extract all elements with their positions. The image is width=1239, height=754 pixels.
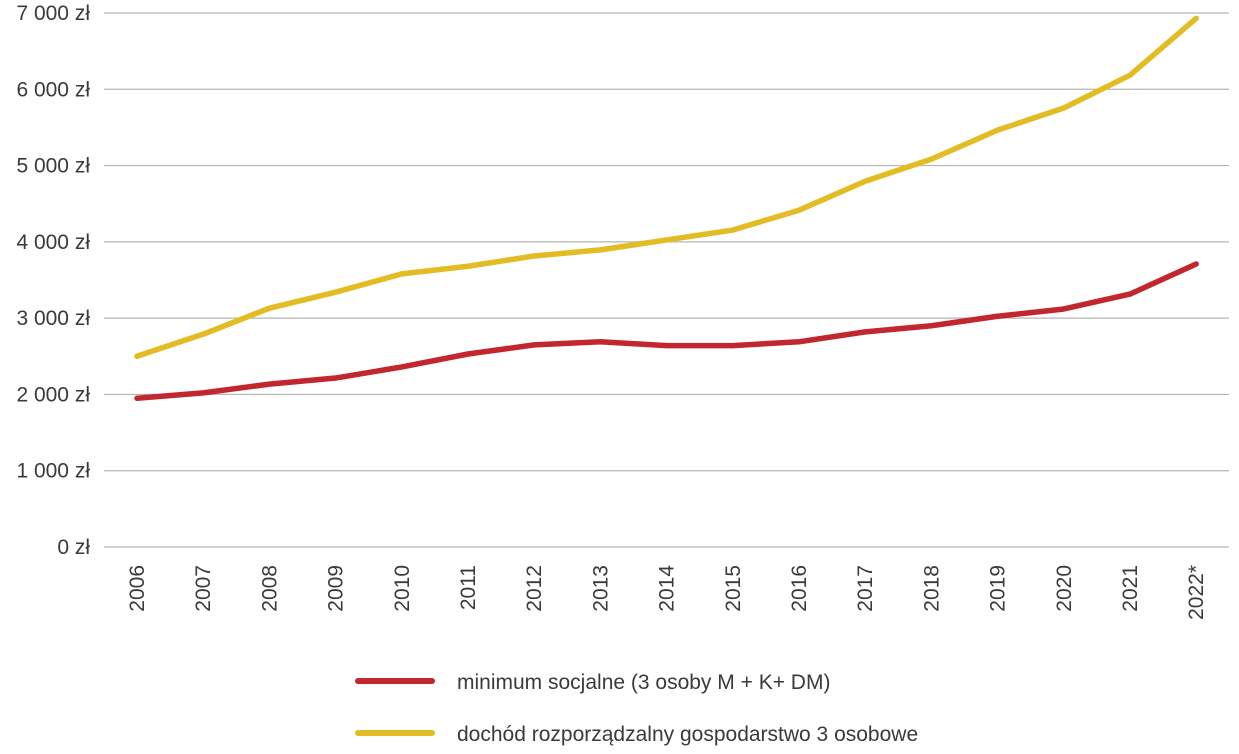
x-tick-label: 2014 — [656, 565, 679, 612]
x-tick-label: 2011 — [457, 565, 480, 610]
y-tick-label: 4 000 zł — [16, 231, 90, 254]
x-axis-tick-labels: 2006 2007 2008 2009 2010 2011 2012 2013 2014 2015… — [126, 565, 1208, 620]
y-tick-label: 1 000 zł — [16, 460, 90, 483]
x-tick-label: 2020 — [1053, 565, 1076, 612]
y-tick-label: 5 000 zł — [16, 155, 90, 178]
gridlines — [104, 13, 1229, 547]
x-tick-label: 2009 — [325, 565, 348, 612]
x-tick-label: 2007 — [192, 565, 215, 612]
x-tick-label: 2012 — [523, 565, 546, 612]
legend: minimum socjalne (3 osoby M + K+ DM) doc… — [358, 671, 918, 746]
y-tick-label: 0 zł — [57, 536, 90, 559]
x-tick-label: 2018 — [920, 565, 943, 612]
y-axis-tick-labels: 0 zł 1 000 zł 2 000 zł 3 000 zł 4 000 zł 5 00… — [16, 2, 90, 559]
x-tick-label: 2017 — [854, 565, 877, 612]
legend-label-dochod: dochód rozporządzalny gospodarstwo 3 oso… — [457, 723, 918, 746]
x-tick-label: 2010 — [391, 565, 414, 612]
y-tick-label: 2 000 zł — [16, 383, 90, 406]
x-tick-label: 2006 — [126, 565, 149, 612]
y-tick-label: 3 000 zł — [16, 307, 90, 330]
series-lines — [137, 18, 1196, 398]
x-tick-label: 2019 — [987, 565, 1010, 612]
x-tick-label: 2016 — [788, 565, 811, 612]
series-line-0 — [137, 264, 1196, 398]
x-tick-label: 2015 — [722, 565, 745, 612]
x-tick-label: 2022* — [1185, 565, 1208, 620]
x-tick-label: 2021 — [1119, 565, 1142, 612]
legend-label-minimum-socjalne: minimum socjalne (3 osoby M + K+ DM) — [457, 671, 830, 694]
y-tick-label: 7 000 zł — [16, 2, 90, 25]
x-tick-label: 2013 — [589, 565, 612, 612]
series-line-1 — [137, 18, 1196, 356]
x-tick-label: 2008 — [258, 565, 281, 612]
y-tick-label: 6 000 zł — [16, 78, 90, 101]
